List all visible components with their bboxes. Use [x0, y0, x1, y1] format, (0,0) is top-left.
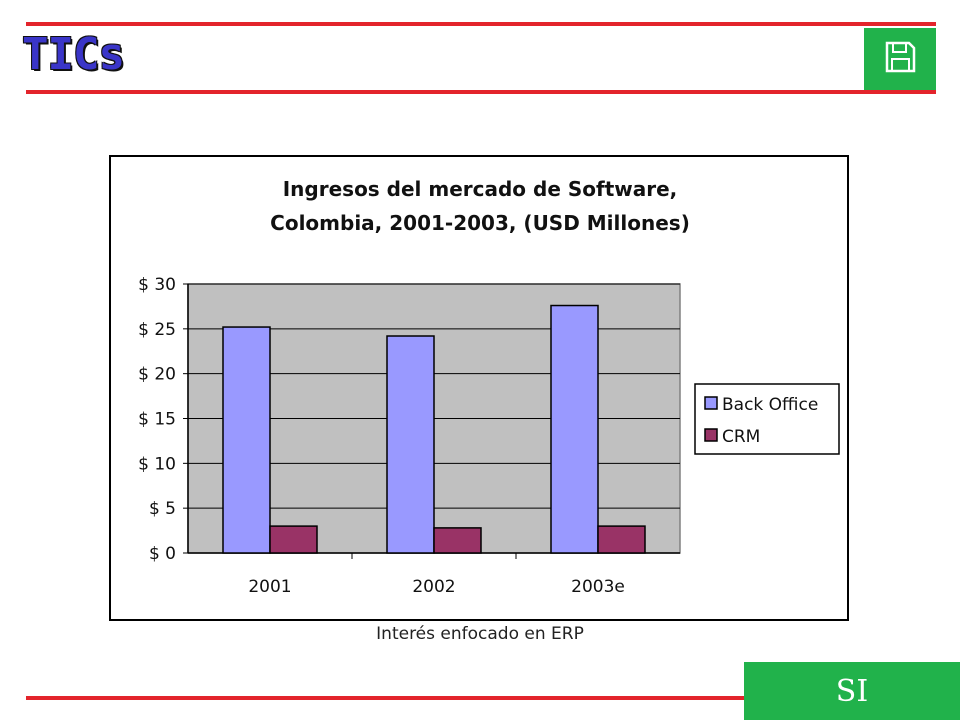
- y-tick-label: $ 30: [138, 275, 176, 295]
- y-tick-label: $ 15: [138, 410, 176, 430]
- header-top-rule: [26, 22, 936, 26]
- y-tick-label: $ 25: [138, 320, 176, 340]
- chart-caption: Interés enfocado en ERP: [376, 624, 584, 644]
- bar-crm: [597, 525, 646, 554]
- x-tick-label: 2001: [248, 577, 291, 597]
- chart-title-line-2: Colombia, 2001-2003, (USD Millones): [270, 211, 690, 235]
- si-button-label: SI: [835, 673, 869, 709]
- bar-back-office: [386, 335, 435, 554]
- bar-back-office: [550, 304, 599, 554]
- slide-title: TICs: [22, 29, 125, 80]
- chart-title-line-1: Ingresos del mercado de Software,: [283, 177, 678, 201]
- y-tick-label: $ 5: [149, 499, 176, 519]
- header-bottom-rule: [26, 90, 936, 94]
- y-tick-label: $ 0: [149, 544, 176, 564]
- y-tick-label: $ 20: [138, 365, 176, 385]
- legend-label-crm: CRM: [722, 427, 760, 447]
- plot-area: $ 0 $ 5 $ 10 $ 15 $ 20 $ 25 $ 30 2001 2002 2003e: [138, 275, 681, 597]
- floppy-disk-icon: [882, 39, 918, 79]
- x-tick-label: 2002: [412, 577, 455, 597]
- legend-label-back-office: Back Office: [722, 395, 818, 415]
- bar-crm: [433, 527, 482, 554]
- legend-box: [694, 383, 840, 455]
- save-button[interactable]: [864, 28, 936, 90]
- legend-swatch-crm: [704, 428, 718, 442]
- bar-crm: [269, 525, 318, 554]
- footer-rule: [26, 696, 746, 700]
- legend: Back Office CRM: [694, 383, 840, 455]
- y-tick-label: $ 10: [138, 454, 176, 474]
- legend-swatch-back-office: [704, 396, 718, 410]
- si-button[interactable]: SI: [744, 662, 960, 720]
- x-tick-label: 2003e: [571, 577, 625, 597]
- bar-back-office: [222, 326, 271, 554]
